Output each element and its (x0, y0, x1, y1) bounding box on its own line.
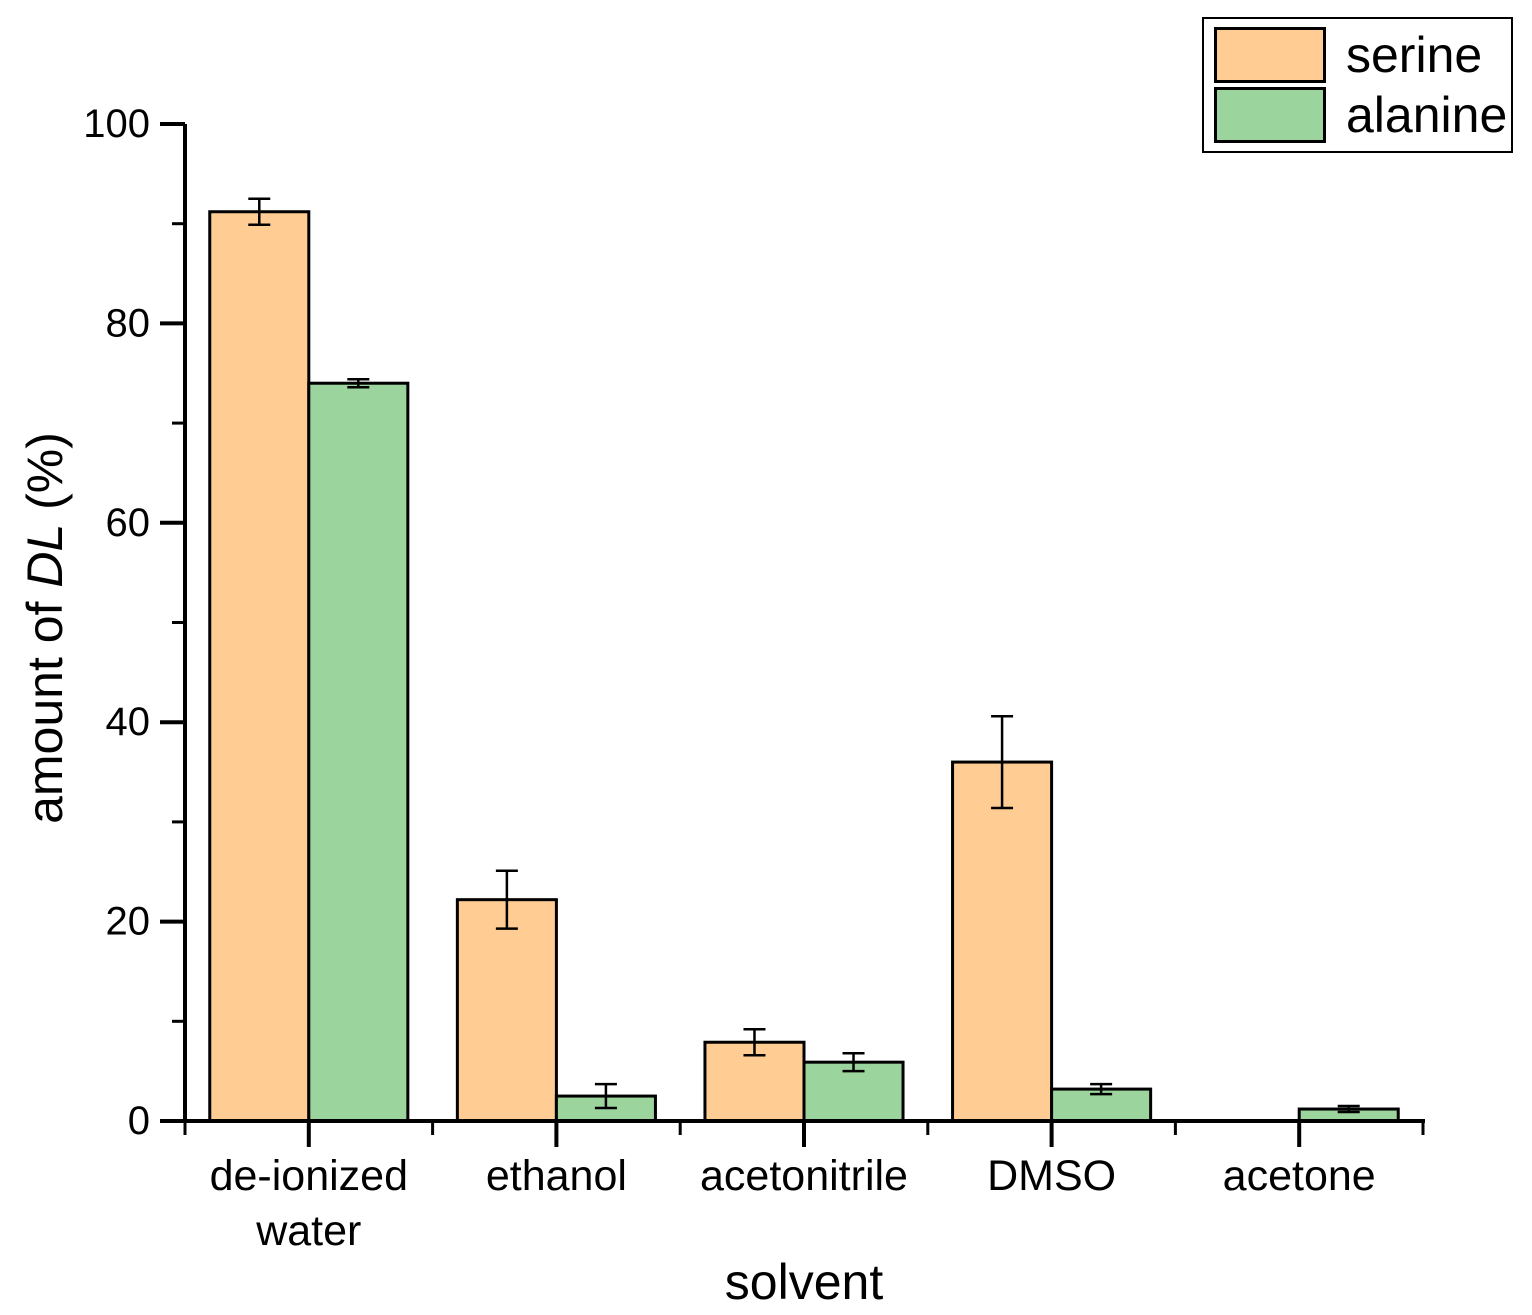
x-category-label-line: ethanol (486, 1152, 627, 1200)
x-category-label: de-ionized water (210, 1152, 408, 1255)
bar-serine-ethanol (455, 898, 558, 1123)
x-category-label: acetonitrile (700, 1152, 908, 1200)
legend-item-alanine: alanine (1214, 86, 1507, 144)
legend-swatch-serine (1214, 27, 1326, 83)
x-category-label: DMSO (987, 1152, 1116, 1200)
x-category-label: ethanol (486, 1152, 627, 1200)
legend-item-serine: serine (1214, 26, 1501, 84)
legend: serine alanine (1202, 17, 1513, 153)
bar-alanine-DMSO (1050, 1087, 1153, 1123)
x-category-label-line: acetone (1223, 1152, 1376, 1200)
x-category-label-line: water (255, 1207, 361, 1255)
x-category-label-line: de-ionized (210, 1152, 408, 1200)
y-tick-label: 60 (106, 501, 151, 545)
bar-serine-DMSO (951, 760, 1054, 1123)
y-tick-label: 20 (106, 900, 151, 944)
y-tick-label: 80 (106, 301, 151, 345)
y-axis-title-prefix: amount of (17, 587, 73, 824)
y-tick-label: 0 (128, 1099, 150, 1143)
y-axis-title: amount of DL (%) (17, 432, 73, 824)
y-axis-title-italic: DL (17, 523, 73, 588)
x-axis-title: solvent (724, 1254, 884, 1310)
x-category-label-line: acetonitrile (700, 1152, 908, 1200)
bar-alanine-de-ionized-water (307, 381, 410, 1123)
legend-swatch-alanine (1214, 87, 1326, 143)
y-axis-title-suffix: (%) (17, 432, 73, 524)
x-category-label: acetone (1223, 1152, 1376, 1200)
y-tick-label: 100 (83, 102, 150, 146)
y-tick-label: 40 (106, 700, 151, 744)
legend-label-serine: serine (1346, 27, 1483, 83)
x-category-label-line: DMSO (987, 1152, 1116, 1200)
bar-serine-de-ionized-water (208, 210, 311, 1123)
legend-label-alanine: alanine (1346, 87, 1508, 143)
